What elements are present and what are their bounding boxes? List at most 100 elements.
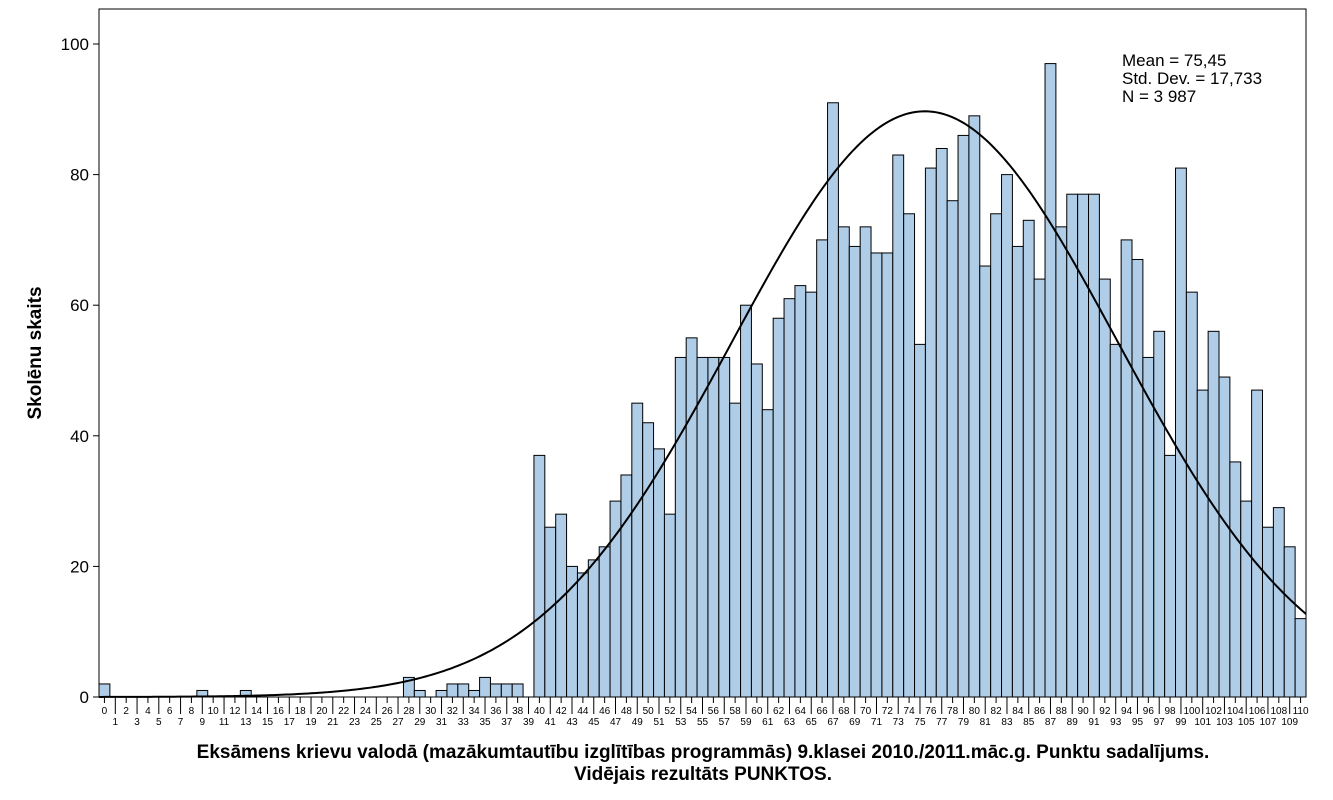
- x-tick-label: 44: [577, 706, 589, 717]
- x-tick-label: 94: [1121, 706, 1133, 717]
- x-tick-label: 19: [305, 717, 317, 728]
- histogram-bar: [1240, 500, 1253, 698]
- y-tick-label: 100: [61, 35, 89, 54]
- stats-n: N = 3 987: [1122, 87, 1196, 106]
- x-tick-label: 97: [1154, 717, 1166, 728]
- x-tick-label: 31: [436, 717, 448, 728]
- histogram-bar: [479, 676, 491, 698]
- x-tick-label: 45: [588, 717, 600, 728]
- x-tick-label: 89: [1067, 717, 1079, 728]
- x-tick-label: 86: [1034, 706, 1046, 717]
- normal-curve: [99, 110, 1307, 698]
- x-tick-label: 26: [382, 706, 394, 717]
- histogram-bar: [1022, 219, 1035, 698]
- x-tick-label: 4: [145, 706, 151, 717]
- x-tick-label: 42: [556, 706, 568, 717]
- histogram-bar: [555, 513, 568, 698]
- x-tick-label: 33: [458, 717, 470, 728]
- histogram-bar: [1142, 356, 1155, 698]
- histogram-bar: [1207, 330, 1220, 698]
- histogram-bar: [1011, 245, 1024, 698]
- x-tick-label: 90: [1078, 706, 1090, 717]
- histogram-bar: [990, 213, 1003, 698]
- x-tick-label: 32: [447, 706, 459, 717]
- x-tick-label: 52: [664, 706, 676, 717]
- x-tick-label: 11: [219, 717, 230, 728]
- histogram-bar: [1131, 258, 1144, 698]
- x-tick-label: 38: [512, 706, 524, 717]
- histogram-bar: [587, 559, 600, 698]
- histogram-bar: [1218, 376, 1231, 698]
- histogram-bar: [500, 683, 513, 698]
- stats-std-dev: Std. Dev. = 17,733: [1122, 69, 1262, 88]
- x-tick-label: 50: [643, 706, 655, 717]
- x-tick-label: 10: [208, 706, 220, 717]
- x-tick-label: 21: [327, 717, 339, 728]
- histogram-bar: [892, 154, 905, 698]
- histogram-bar: [935, 147, 948, 698]
- x-tick-label: 104: [1227, 706, 1244, 717]
- histogram-bar: [903, 213, 916, 698]
- y-tick-label: 80: [70, 166, 89, 185]
- x-tick-label: 60: [751, 706, 763, 717]
- x-tick-label: 85: [1023, 717, 1035, 728]
- x-tick-label: 29: [414, 717, 426, 728]
- x-tick-label: 84: [1012, 706, 1024, 717]
- x-tick-label: 108: [1270, 706, 1287, 717]
- histogram-bar: [1055, 226, 1068, 698]
- x-tick-label: 28: [403, 706, 415, 717]
- x-tick-label: 6: [167, 706, 173, 717]
- histogram-bar: [1175, 167, 1187, 698]
- x-tick-label: 3: [134, 717, 140, 728]
- histogram-bar: [98, 683, 111, 698]
- histogram-bar: [859, 226, 872, 698]
- histogram-bar: [968, 115, 981, 698]
- histogram-bar: [794, 285, 807, 698]
- x-tick-label: 17: [284, 717, 296, 728]
- histogram-bar: [1001, 174, 1013, 698]
- x-tick-label: 93: [1110, 717, 1122, 728]
- x-tick-label: 25: [371, 717, 383, 728]
- histogram-bar: [924, 167, 937, 698]
- x-tick-label: 34: [469, 706, 481, 717]
- histogram-bar: [718, 356, 731, 698]
- histogram-bar: [413, 689, 426, 698]
- histogram-bar: [837, 226, 850, 698]
- x-axis: 0123456789101112131415161718192021222324…: [102, 697, 1309, 728]
- x-tick-label: 64: [795, 706, 807, 717]
- x-tick-label: 62: [773, 706, 785, 717]
- x-tick-label: 69: [849, 717, 861, 728]
- x-tick-label: 83: [1001, 717, 1013, 728]
- histogram-bar: [761, 409, 774, 698]
- histogram-bar: [772, 317, 785, 698]
- histogram-bar: [1196, 389, 1209, 698]
- x-tick-label: 63: [784, 717, 796, 728]
- x-tick-label: 9: [200, 717, 206, 728]
- histogram-bar: [848, 245, 861, 698]
- x-axis-label: Eksāmens krievu valodā (mazākumtautību i…: [197, 742, 1210, 763]
- histogram-bar: [457, 683, 470, 698]
- x-tick-label: 12: [229, 706, 241, 717]
- x-tick-label: 36: [490, 706, 502, 717]
- histogram-bar: [1251, 389, 1264, 698]
- histogram-bar: [576, 572, 589, 698]
- x-tick-label: 80: [969, 706, 981, 717]
- histogram-bar: [674, 356, 687, 698]
- x-tick-label: 35: [479, 717, 491, 728]
- histogram-bar: [1109, 343, 1122, 698]
- histogram-bar: [957, 134, 970, 698]
- x-tick-label: 2: [123, 706, 129, 717]
- histogram-bar: [827, 102, 839, 698]
- x-tick-label: 72: [882, 706, 894, 717]
- histogram-bar: [468, 689, 481, 698]
- histogram-bar: [881, 252, 894, 698]
- x-tick-label: 110: [1293, 706, 1309, 717]
- x-tick-label: 88: [1056, 706, 1068, 717]
- histogram-bar: [1066, 193, 1079, 698]
- stats-mean: Mean = 75,45: [1122, 51, 1226, 70]
- histogram-bar: [533, 454, 546, 698]
- x-tick-label: 23: [349, 717, 361, 728]
- histogram-bar: [805, 291, 818, 698]
- x-tick-label: 95: [1132, 717, 1144, 728]
